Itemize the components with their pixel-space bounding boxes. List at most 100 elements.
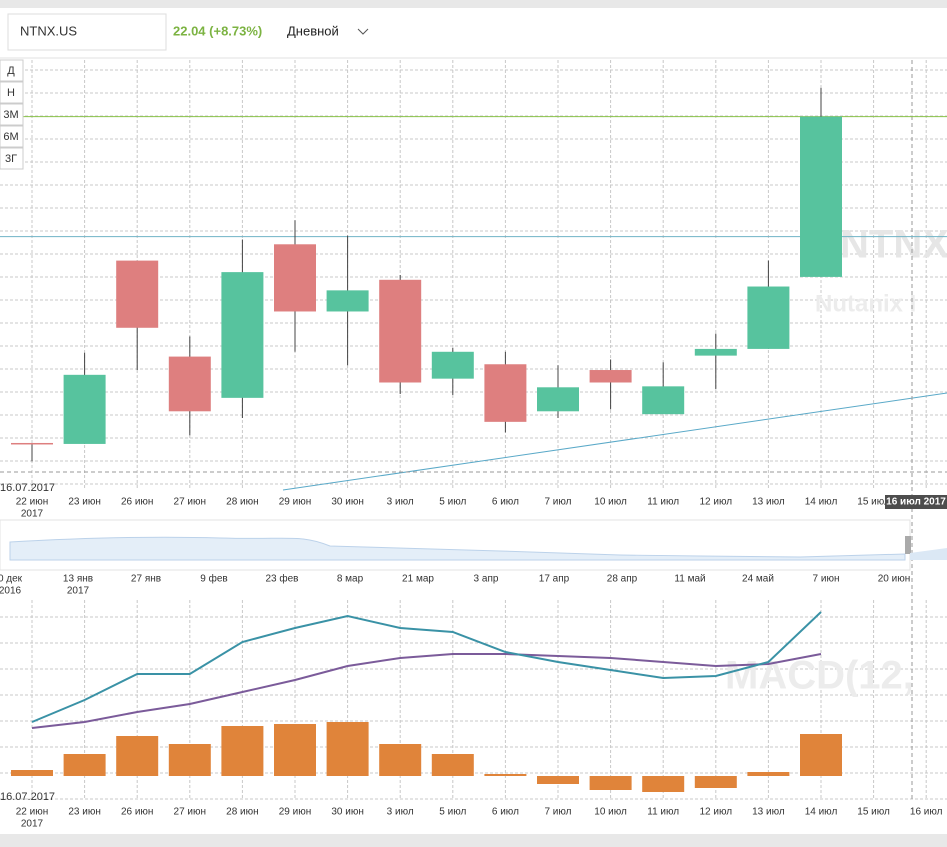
x-tick-label: 6 июл — [492, 807, 519, 818]
macd-histogram-bar — [642, 776, 685, 792]
candle-body — [642, 386, 685, 415]
x-tick-label: 29 июн — [279, 807, 312, 818]
navigator-label: 7 июн — [813, 574, 840, 585]
navigator-area — [9, 536, 906, 561]
candle-body — [221, 272, 264, 398]
x-tick-label: 29 июн — [279, 497, 312, 508]
range-button-label[interactable]: 3М — [3, 109, 18, 121]
macd-histogram-bar — [484, 774, 527, 776]
x-tick-label: 16 июл — [910, 807, 943, 818]
range-button[interactable] — [0, 125, 24, 148]
navigator-window — [910, 548, 947, 560]
range-button[interactable] — [0, 103, 24, 126]
quote: 22.04 (+8.73%) — [173, 23, 262, 38]
x-tick-label: 14 июл — [805, 497, 838, 508]
macd-histogram-bar — [168, 744, 211, 776]
candle-body — [379, 279, 422, 383]
candle-body — [747, 286, 790, 349]
navigator-label: 24 май — [742, 574, 774, 585]
macd-line — [31, 611, 822, 723]
x-tick-label: 15 июл — [857, 497, 890, 508]
x-tick-label: 11 июл — [647, 497, 679, 508]
x-tick-label: 27 июн — [174, 807, 207, 818]
macd-histogram-bar — [431, 754, 474, 776]
x-tick-label: 3 июл — [387, 497, 414, 508]
navigator-label: 27 янв — [131, 574, 161, 585]
navigator-label: 21 мар — [402, 574, 434, 585]
macd-histogram-bar — [379, 744, 422, 776]
macd-histogram-bar — [221, 726, 264, 776]
navigator-handle[interactable] — [905, 536, 911, 554]
x-tick-label: 12 июл — [699, 497, 732, 508]
range-button-label[interactable]: Д — [7, 65, 15, 77]
macd-histogram-bar — [116, 736, 159, 776]
ticker-input[interactable] — [7, 13, 167, 51]
candle-body — [589, 370, 632, 383]
x-tick-label: 5 июл — [439, 807, 466, 818]
x-tick-label: 30 июн — [331, 807, 364, 818]
macd-histogram-bar — [274, 724, 316, 776]
x-tick-label: 10 июл — [594, 497, 627, 508]
navigator-label: 13 янв — [63, 574, 93, 585]
x-tick-label: 13 июл — [752, 497, 785, 508]
watermark-company: Nutanix I — [815, 290, 916, 317]
x-tick-label: 7 июл — [544, 807, 571, 818]
x-tick-label: 11 июл — [647, 807, 679, 818]
x-tick-label: 14 июл — [805, 807, 838, 818]
macd-histogram-bar — [11, 770, 53, 776]
range-button-label[interactable]: 6М — [3, 131, 18, 143]
x-tick-label: 26 июн — [121, 807, 154, 818]
x-tick-label: 23 июн — [68, 497, 101, 508]
navigator-label: 23 фев — [265, 573, 298, 585]
candle-body — [800, 116, 842, 277]
navigator-label: 20 июн — [878, 574, 911, 585]
ticker: NTNX.US — [20, 23, 77, 38]
x-tick-label: 28 июн — [226, 497, 259, 508]
candle-body — [116, 260, 159, 328]
macd-histogram-bar — [589, 776, 632, 790]
candle-body — [11, 442, 53, 445]
x-tick-label: 26 июн — [121, 497, 154, 508]
candle-body — [431, 351, 474, 379]
signal-line — [31, 653, 822, 729]
macd-histogram-bar — [537, 776, 579, 784]
dropdown-arrow[interactable] — [357, 28, 369, 35]
candle-body — [168, 356, 211, 412]
x-tick-label: 27 июн — [174, 497, 207, 508]
watermark-ticker: NTNX.U — [840, 223, 947, 267]
x-tick-label: 30 июн — [331, 497, 364, 508]
period-select[interactable]: Дневной — [287, 23, 339, 38]
navigator-year: 2016 — [0, 586, 22, 597]
candle-body — [326, 290, 369, 312]
range-button-label[interactable]: Н — [7, 87, 15, 99]
macd-histogram-bar — [694, 776, 737, 788]
crosshair-x-box — [885, 495, 947, 509]
x-tick-label: 12 июл — [699, 807, 732, 818]
range-button[interactable] — [0, 147, 24, 170]
crosshair-x-label: 16 июл 2017 — [886, 497, 946, 508]
navigator-year: 2017 — [67, 586, 90, 597]
crosshair-date: 16.07.2017 — [0, 482, 55, 494]
panel — [0, 8, 947, 834]
x-tick-label: 5 июл — [439, 497, 466, 508]
x-tick-label: 22 июн — [16, 497, 49, 508]
candle-body — [63, 374, 106, 444]
x-tick-label: 23 июн — [68, 807, 101, 818]
year-label: 2017 — [21, 509, 44, 520]
navigator-label: 9 фев — [200, 573, 227, 585]
macd-histogram-bar — [747, 772, 790, 776]
navigator-label: 11 май — [674, 574, 705, 585]
navigator-label: 17 апр — [539, 574, 570, 585]
macd-histogram-bar — [326, 722, 369, 776]
range-button-label[interactable]: 3Г — [5, 153, 17, 165]
range-button[interactable] — [0, 59, 24, 82]
watermark-macd: MACD(12, — [725, 654, 914, 698]
macd-histogram-bar — [63, 754, 106, 776]
candle-body — [694, 348, 737, 356]
x-tick-label: 6 июл — [492, 497, 519, 508]
macd-histogram-bar — [800, 734, 842, 776]
x-tick-label: 13 июл — [752, 807, 785, 818]
range-button[interactable] — [0, 81, 24, 104]
navigator-label: 28 апр — [607, 574, 638, 585]
